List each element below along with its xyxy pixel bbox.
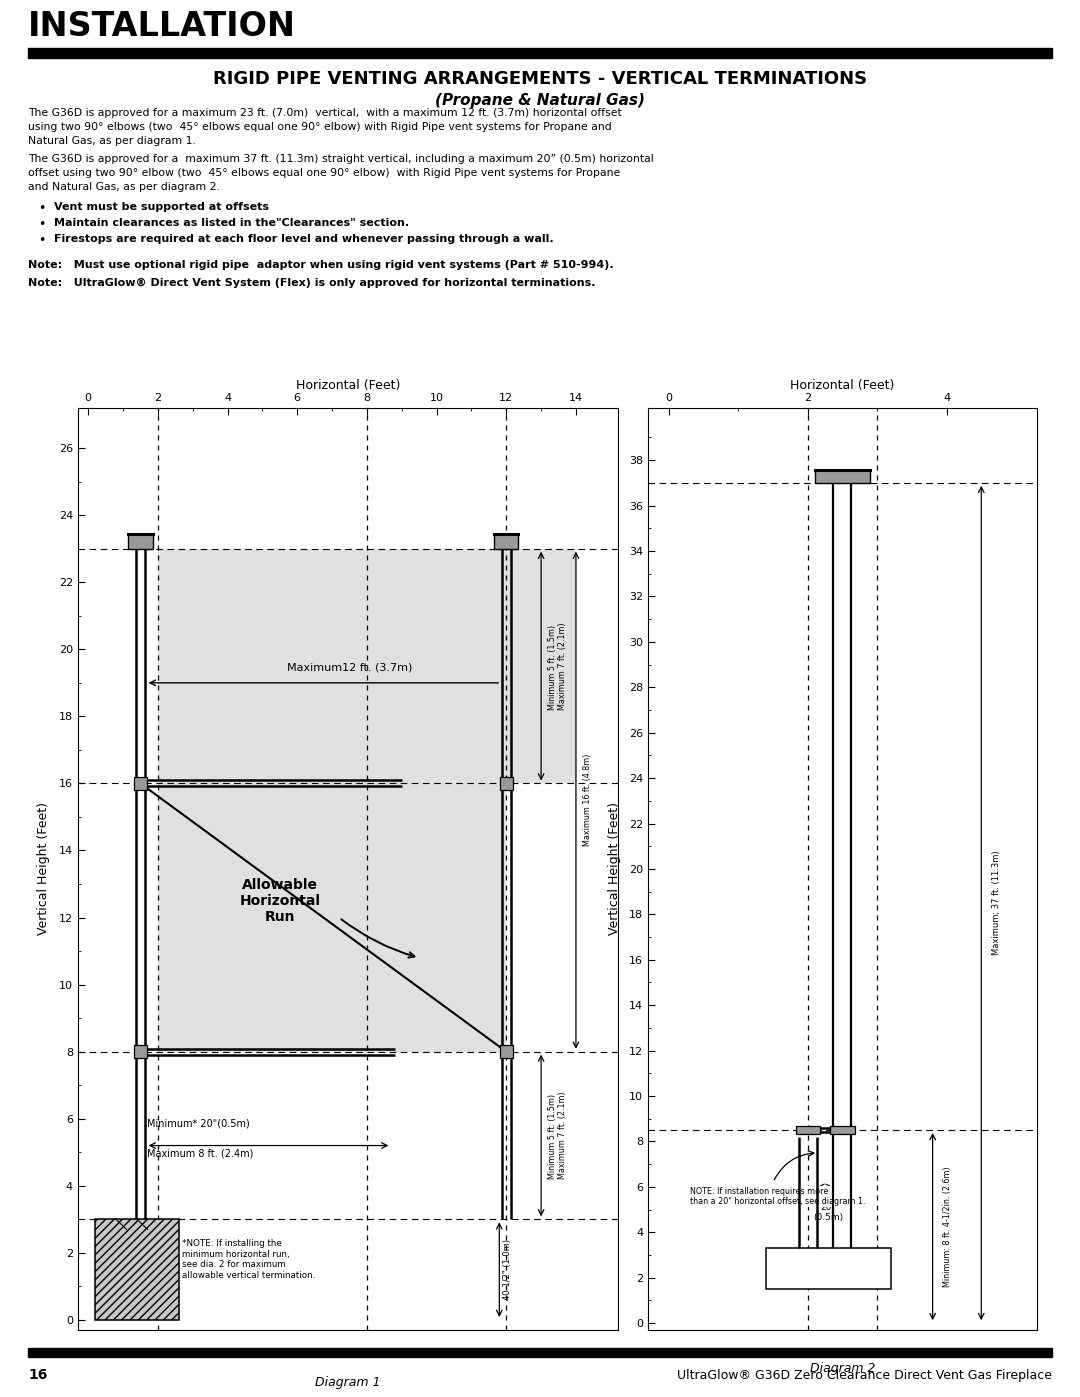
Text: INSTALLATION: INSTALLATION bbox=[28, 10, 296, 43]
Text: 40-1/2" (1.0m): 40-1/2" (1.0m) bbox=[503, 1239, 512, 1301]
Text: Diagram 2: Diagram 2 bbox=[810, 1362, 875, 1375]
Text: 16: 16 bbox=[28, 1368, 48, 1382]
Bar bbox=[134, 1045, 147, 1058]
Bar bbox=[796, 1126, 820, 1134]
Text: Allowable
Horizontal
Run: Allowable Horizontal Run bbox=[240, 877, 321, 923]
Bar bbox=[814, 471, 870, 483]
Text: (Propane & Natural Gas): (Propane & Natural Gas) bbox=[435, 94, 645, 108]
Text: •: • bbox=[38, 235, 45, 247]
Bar bbox=[28, 1348, 1052, 1358]
Bar bbox=[134, 777, 147, 789]
Y-axis label: Vertical Height (Feet): Vertical Height (Feet) bbox=[608, 802, 621, 936]
Bar bbox=[500, 1045, 513, 1058]
Text: Minimum* 20"(0.5m): Minimum* 20"(0.5m) bbox=[148, 1119, 251, 1129]
Bar bbox=[129, 534, 152, 549]
X-axis label: Horizontal (Feet): Horizontal (Feet) bbox=[791, 379, 894, 393]
Text: Maximum; 37 ft. (11.3m): Maximum; 37 ft. (11.3m) bbox=[991, 851, 1001, 956]
Text: *NOTE: If installing the
minimum horizontal run,
see dia. 2 for maximum
allowabl: *NOTE: If installing the minimum horizon… bbox=[183, 1239, 315, 1280]
Text: Note:   UltraGlow® Direct Vent System (Flex) is only approved for horizontal ter: Note: UltraGlow® Direct Vent System (Fle… bbox=[28, 278, 595, 288]
Bar bbox=[831, 1126, 854, 1134]
Text: RIGID PIPE VENTING ARRANGEMENTS - VERTICAL TERMINATIONS: RIGID PIPE VENTING ARRANGEMENTS - VERTIC… bbox=[213, 70, 867, 88]
Bar bbox=[494, 534, 518, 549]
Text: •: • bbox=[38, 203, 45, 215]
Text: NOTE: If installation requires more
than a 20" horizontal offset, see diagram 1.: NOTE: If installation requires more than… bbox=[690, 1187, 865, 1206]
Text: Vent must be supported at offsets: Vent must be supported at offsets bbox=[54, 203, 269, 212]
Text: 20"
(0.5m): 20" (0.5m) bbox=[813, 1203, 843, 1222]
Text: Firestops are required at each floor level and whenever passing through a wall.: Firestops are required at each floor lev… bbox=[54, 235, 554, 244]
Text: Minimum 5 ft. (1.5m)
Maximum 7 ft. (2.1m): Minimum 5 ft. (1.5m) Maximum 7 ft. (2.1m… bbox=[548, 622, 567, 710]
Bar bbox=[95, 1220, 179, 1320]
Text: •: • bbox=[38, 218, 45, 231]
Text: Note:   Must use optional rigid pipe  adaptor when using rigid vent systems (Par: Note: Must use optional rigid pipe adapt… bbox=[28, 260, 613, 270]
Bar bbox=[28, 47, 1052, 59]
Text: Maximum 16 ft. (4.8m): Maximum 16 ft. (4.8m) bbox=[583, 754, 592, 847]
Text: UltraGlow® G36D Zero Clearance Direct Vent Gas Fireplace: UltraGlow® G36D Zero Clearance Direct Ve… bbox=[677, 1369, 1052, 1382]
Text: The G36D is approved for a  maximum 37 ft. (11.3m) straight vertical, including : The G36D is approved for a maximum 37 ft… bbox=[28, 154, 653, 191]
Y-axis label: Vertical Height (Feet): Vertical Height (Feet) bbox=[38, 802, 51, 936]
Text: The G36D is approved for a maximum 23 ft. (7.0m)  vertical,  with a maximum 12 f: The G36D is approved for a maximum 23 ft… bbox=[28, 108, 622, 147]
Bar bbox=[766, 1248, 891, 1289]
Polygon shape bbox=[158, 784, 507, 1052]
Text: Maximum12 ft. (3.7m): Maximum12 ft. (3.7m) bbox=[287, 662, 413, 673]
Text: Diagram 1: Diagram 1 bbox=[315, 1376, 380, 1389]
Bar bbox=[500, 777, 513, 789]
Text: Minimum 5 ft. (1.5m)
Maximum 7 ft. (2.1m): Minimum 5 ft. (1.5m) Maximum 7 ft. (2.1m… bbox=[548, 1091, 567, 1179]
X-axis label: Horizontal (Feet): Horizontal (Feet) bbox=[296, 379, 400, 393]
Text: Maintain clearances as listed in the"Clearances" section.: Maintain clearances as listed in the"Cle… bbox=[54, 218, 409, 228]
Text: Minimum: 8 ft. 4-1/2in. (2.6m): Minimum: 8 ft. 4-1/2in. (2.6m) bbox=[943, 1166, 953, 1287]
Text: Maximum 8 ft. (2.4m): Maximum 8 ft. (2.4m) bbox=[148, 1148, 254, 1160]
Bar bbox=[158, 549, 576, 784]
